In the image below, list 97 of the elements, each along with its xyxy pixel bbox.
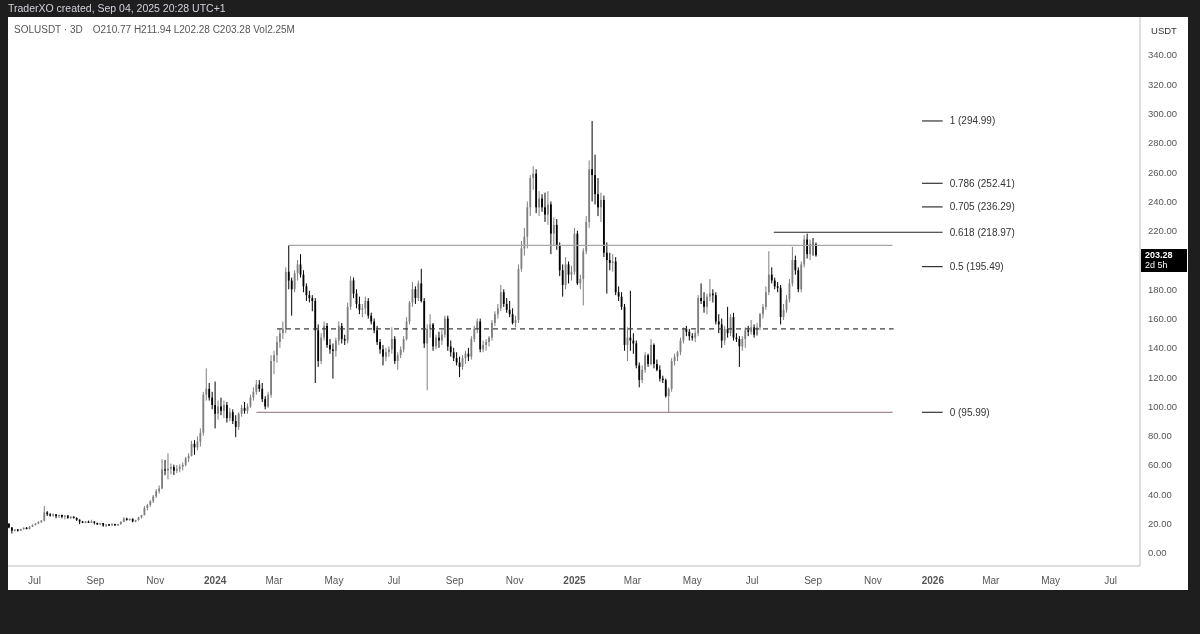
y-tick-label: 140.00 xyxy=(1148,342,1178,354)
candlestick xyxy=(432,322,434,352)
candlestick xyxy=(385,347,387,362)
y-tick-label: 80.00 xyxy=(1148,430,1172,442)
x-tick-label: May xyxy=(324,575,344,586)
candlestick xyxy=(234,414,237,438)
y-tick-label: 20.00 xyxy=(1148,517,1172,529)
candlestick xyxy=(753,323,756,339)
x-tick-label: Nov xyxy=(146,575,165,586)
candlestick xyxy=(482,340,485,353)
candlestick xyxy=(650,338,652,366)
x-tick-label: Nov xyxy=(505,575,524,586)
series-label: 0.5 (195.49) xyxy=(949,261,1004,273)
text: 2d 5h xyxy=(1145,260,1169,271)
series-label: 0.786 (252.41) xyxy=(949,177,1015,189)
candlestick xyxy=(435,334,437,350)
x-tick-label: 2026 xyxy=(921,575,945,586)
candlestick xyxy=(417,280,420,302)
candlestick xyxy=(164,459,166,476)
candlestick xyxy=(600,192,602,223)
candlestick xyxy=(544,192,546,223)
candlestick xyxy=(664,378,667,399)
text: TraderXO created, Sep 04, 2025 20:28 UTC+1 xyxy=(8,2,226,14)
series-label: 0.705 (236.29) xyxy=(949,201,1015,213)
y-tick-label: 340.00 xyxy=(1148,49,1178,61)
y-tick-label: 40.00 xyxy=(1148,488,1172,500)
candlestick xyxy=(10,526,13,534)
x-tick-label: 2024 xyxy=(204,575,227,586)
candlestick xyxy=(658,364,661,383)
candlestick xyxy=(538,190,540,217)
candlestick xyxy=(723,325,726,346)
y-axis-title: USDT xyxy=(1150,25,1178,36)
y-tick-label: 260.00 xyxy=(1148,166,1178,178)
candlestick xyxy=(393,335,396,365)
x-tick-label: Sep xyxy=(86,575,105,586)
candlestick xyxy=(111,522,113,527)
series-label: 1 (294.99) xyxy=(949,115,996,127)
x-tick-label: May xyxy=(1041,575,1061,586)
candlestick xyxy=(809,239,811,261)
x-tick-label: Mar xyxy=(623,575,642,586)
candlestick xyxy=(261,382,264,403)
candlestick xyxy=(117,523,119,527)
y-tick-label: 0.00 xyxy=(1148,547,1167,559)
x-tick-label: Sep xyxy=(445,575,465,586)
x-tick-label: Sep xyxy=(804,575,823,586)
candlestick xyxy=(390,326,393,355)
candlestick xyxy=(815,242,817,258)
candlestick xyxy=(167,452,169,480)
x-tick-label: 2025 xyxy=(563,575,587,586)
x-tick-label: Jul xyxy=(387,575,401,586)
candlestick xyxy=(552,217,555,246)
y-tick-label: 100.00 xyxy=(1148,400,1178,412)
candlestick xyxy=(485,338,487,352)
y-tick-label: 280.00 xyxy=(1148,137,1178,149)
x-tick-label: Mar xyxy=(265,575,284,586)
candlestick xyxy=(564,256,567,290)
y-tick-label: 60.00 xyxy=(1148,459,1172,471)
candlestick xyxy=(55,513,57,519)
candlestick xyxy=(591,120,594,202)
candlestick xyxy=(225,401,228,424)
y-tick-label: 300.00 xyxy=(1148,108,1178,119)
candlestick xyxy=(367,297,370,320)
x-tick-label: Mar xyxy=(982,575,1001,586)
x-tick-label: May xyxy=(682,575,702,586)
y-tick-label: 320.00 xyxy=(1148,78,1178,90)
candlestick xyxy=(172,464,175,476)
text: 203.28 xyxy=(1145,250,1174,261)
y-tick-label: 180.00 xyxy=(1148,283,1178,295)
y-tick-label: 240.00 xyxy=(1148,195,1178,207)
series-label: 0.618 (218.97) xyxy=(949,226,1015,238)
series-label: 0 (95.99) xyxy=(949,406,990,418)
y-tick-label: 220.00 xyxy=(1148,225,1178,237)
x-tick-label: Jul xyxy=(28,575,41,586)
candlestick xyxy=(332,342,334,380)
candlestick xyxy=(161,458,163,490)
candlestick xyxy=(720,318,723,349)
x-tick-label: Jul xyxy=(1104,575,1117,586)
candlestick xyxy=(223,400,225,419)
y-tick-label: 120.00 xyxy=(1148,371,1178,383)
y-tick-label: 160.00 xyxy=(1148,312,1178,324)
candlestick xyxy=(108,523,110,527)
candlestick xyxy=(726,306,729,339)
candlestick xyxy=(647,353,649,368)
candlestick xyxy=(220,397,222,416)
candlestick xyxy=(653,342,655,369)
text: SOLUSDT · 3D xyxy=(14,24,83,35)
candlestick xyxy=(63,514,66,520)
candlestick xyxy=(438,331,440,349)
candlestick xyxy=(547,190,549,226)
x-tick-label: Jul xyxy=(745,575,759,586)
x-tick-label: Nov xyxy=(864,575,882,586)
text: O210.77 H211.94 L202.28 C203.28 Vol2.25M xyxy=(92,24,295,35)
candlestick xyxy=(52,513,55,518)
candlestick xyxy=(214,381,217,429)
candlestick xyxy=(119,520,122,526)
candlestick xyxy=(217,400,219,421)
candlestick xyxy=(58,514,60,519)
